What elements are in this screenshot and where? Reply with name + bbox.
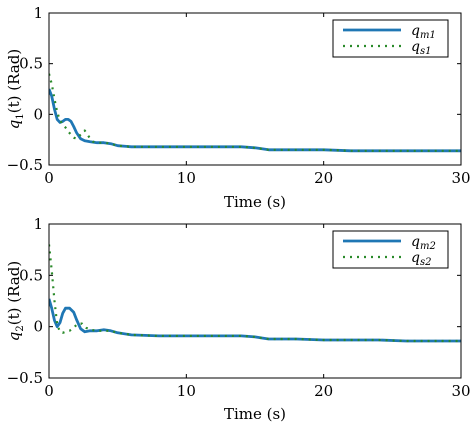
- y-tick-label: −0.5: [7, 156, 43, 174]
- y-tick-label: 0.5: [19, 55, 43, 73]
- y-axis-label: q2(t) (Rad): [5, 261, 26, 341]
- y-axis-label: q1(t) (Rad): [5, 49, 26, 129]
- x-axis-label: Time (s): [224, 405, 286, 423]
- y-tick-label: 0: [33, 105, 43, 123]
- x-tick-label: 0: [44, 169, 54, 187]
- axes-box: [48, 12, 462, 166]
- y-tick-label: −0.5: [7, 369, 43, 387]
- legend-label-m1: qm1: [411, 23, 436, 41]
- y-axis-label-var: q: [5, 120, 23, 130]
- legend-box: [332, 230, 449, 269]
- x-tick-label: 10: [177, 169, 196, 187]
- x-tick-label: 30: [451, 169, 470, 187]
- x-tick-label: 10: [177, 382, 196, 400]
- x-axis-label: Time (s): [224, 193, 286, 211]
- axes-box: [48, 223, 462, 379]
- series-line-s1: [49, 73, 461, 152]
- y-axis-label-var: q: [5, 332, 23, 342]
- series-line-m1: [49, 88, 461, 153]
- legend-label-sub: s1: [420, 46, 432, 57]
- series-line-s2: [49, 244, 461, 343]
- legend-label-sub: m2: [420, 241, 436, 252]
- y-axis-label-sub: 2: [15, 325, 26, 331]
- y-tick-label: 1: [33, 4, 43, 22]
- legend-label-s2: qs2: [411, 250, 431, 268]
- legend-label-sub: m1: [420, 30, 436, 41]
- legend-box: [332, 19, 449, 58]
- x-tick-label: 0: [44, 382, 54, 400]
- legend-label-var: q: [411, 234, 420, 250]
- legend-label-var: q: [411, 39, 420, 55]
- legend-label-var: q: [411, 23, 420, 39]
- legend-label-s1: qs1: [411, 39, 431, 57]
- y-tick-label: 0.5: [19, 266, 43, 284]
- y-tick-label: 0: [33, 318, 43, 336]
- series-line-m2: [49, 298, 461, 343]
- legend-label-var: q: [411, 250, 420, 266]
- legend-label-m2: qm2: [411, 234, 436, 252]
- x-tick-label: 20: [314, 169, 333, 187]
- y-axis-label-rest: (t) (Rad): [5, 261, 23, 325]
- legend-label-sub: s2: [420, 257, 432, 268]
- x-tick-label: 20: [314, 382, 333, 400]
- x-tick-label: 30: [451, 382, 470, 400]
- y-axis-label-rest: (t) (Rad): [5, 49, 23, 113]
- y-axis-label-sub: 1: [15, 113, 26, 119]
- y-tick-label: 1: [33, 215, 43, 233]
